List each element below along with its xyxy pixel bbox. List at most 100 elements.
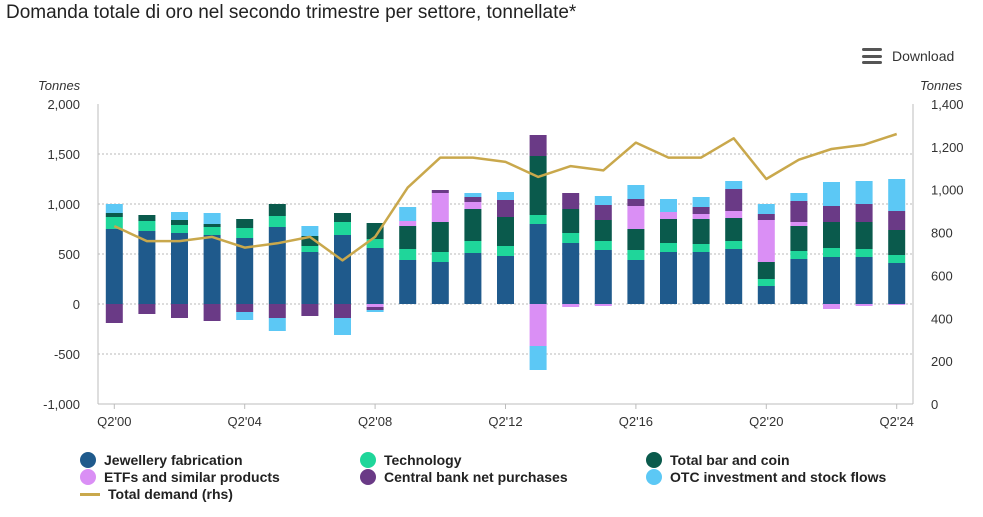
legend-label: Total bar and coin (670, 452, 790, 468)
bar-jewellery-fabrication (171, 233, 188, 304)
bar-etfs-and-similar-products (823, 304, 840, 309)
bar-central-bank-net-purchases (757, 214, 775, 220)
bar-total-bar-and-coin (334, 213, 351, 222)
legend-total-demand[interactable]: Total demand (rhs) (80, 486, 233, 502)
right-tick-label: 200 (931, 354, 953, 369)
bar-otc-investment-and-stock-flows (203, 213, 221, 224)
legend-swatch (646, 469, 662, 485)
bar-etfs-and-similar-products (366, 304, 384, 307)
x-tick-label: Q2'08 (358, 414, 392, 429)
legend-swatch (646, 452, 662, 468)
bar-total-bar-and-coin (301, 236, 319, 246)
bar-total-bar-and-coin (399, 226, 417, 249)
bar-total-bar-and-coin (757, 262, 775, 279)
bar-otc-investment-and-stock-flows (497, 192, 514, 200)
legend-label: Central bank net purchases (384, 469, 568, 485)
legend-swatch (360, 452, 376, 468)
bar-total-bar-and-coin (594, 220, 612, 241)
bar-etfs-and-similar-products (529, 304, 547, 346)
bar-total-bar-and-coin (660, 219, 677, 243)
bar-etfs-and-similar-products (594, 304, 612, 306)
bar-technology (627, 250, 645, 260)
total-demand-line (113, 132, 898, 262)
bar-total-bar-and-coin (171, 220, 188, 225)
right-tick-label: 400 (931, 311, 953, 326)
bar-central-bank-net-purchases (692, 207, 710, 214)
bar-jewellery-fabrication (790, 259, 808, 304)
bar-total-bar-and-coin (855, 222, 873, 249)
bar-central-bank-net-purchases (203, 304, 221, 321)
bar-total-bar-and-coin (888, 230, 906, 255)
bar-technology (497, 246, 514, 256)
left-tick-label: 0 (73, 297, 80, 312)
bar-etfs-and-similar-products (431, 193, 449, 222)
chart-area: 2,000 1,500 1,000 500 0 -500 -1,000 Tonnes 1,400… (38, 78, 964, 429)
x-tick-label: Q2'16 (619, 414, 653, 429)
bar-otc-investment-and-stock-flows (790, 193, 808, 201)
bar-etfs-and-similar-products (464, 202, 482, 209)
bar-central-bank-net-purchases (268, 304, 286, 318)
bar-technology (171, 225, 188, 233)
legend-central-bank[interactable]: Central bank net purchases (360, 469, 568, 485)
right-tick-label: 1,000 (931, 183, 964, 198)
x-tick-label: Q2'00 (97, 414, 131, 429)
bar-total-bar-and-coin (236, 219, 254, 228)
bar-central-bank-net-purchases (790, 201, 808, 222)
bar-technology (725, 241, 743, 249)
legend-etfs[interactable]: ETFs and similar products (80, 469, 280, 485)
bar-technology (431, 252, 449, 262)
download-button[interactable]: Download (862, 46, 954, 66)
legend-bar-coin[interactable]: Total bar and coin (646, 452, 790, 468)
bar-otc-investment-and-stock-flows (855, 181, 873, 204)
bar-otc-investment-and-stock-flows (301, 226, 319, 236)
bar-otc-investment-and-stock-flows (660, 199, 677, 212)
legend-label: Total demand (rhs) (108, 486, 233, 502)
left-tick-label: -500 (54, 347, 80, 362)
legend-label: OTC investment and stock flows (670, 469, 887, 485)
legend-otc[interactable]: OTC investment and stock flows (646, 469, 886, 485)
bar-central-bank-net-purchases (334, 304, 351, 318)
bar-total-bar-and-coin (692, 219, 710, 244)
menu-icon (862, 48, 882, 64)
bar-jewellery-fabrication (692, 252, 710, 304)
bar-total-bar-and-coin (790, 226, 808, 251)
x-tick-label: Q2'04 (228, 414, 262, 429)
bar-otc-investment-and-stock-flows (594, 196, 612, 205)
bar-total-bar-and-coin (268, 204, 286, 216)
bar-jewellery-fabrication (497, 256, 514, 304)
bars (105, 135, 906, 370)
bar-technology (105, 217, 123, 229)
legend-technology[interactable]: Technology (360, 452, 462, 468)
bar-total-bar-and-coin (497, 217, 514, 246)
x-tick-label: Q2'20 (749, 414, 783, 429)
bar-jewellery-fabrication (105, 229, 123, 304)
bar-central-bank-net-purchases (171, 304, 188, 318)
bar-central-bank-net-purchases (888, 211, 906, 230)
bar-otc-investment-and-stock-flows (757, 204, 775, 214)
bar-technology (692, 244, 710, 252)
left-tick-label: 2,000 (47, 97, 80, 112)
bar-total-bar-and-coin (823, 222, 840, 248)
legend-label: ETFs and similar products (104, 469, 280, 485)
bar-technology (790, 251, 808, 259)
bar-central-bank-net-purchases (627, 199, 645, 206)
right-tick-label: 0 (931, 397, 938, 412)
bar-jewellery-fabrication (562, 243, 580, 304)
legend-jewellery[interactable]: Jewellery fabrication (80, 452, 243, 468)
bar-technology (334, 222, 351, 235)
bar-etfs-and-similar-products (627, 206, 645, 229)
bar-jewellery-fabrication (399, 260, 417, 304)
bar-otc-investment-and-stock-flows (399, 207, 417, 221)
bar-central-bank-net-purchases (301, 304, 319, 316)
bar-central-bank-net-purchases (431, 190, 449, 193)
bar-otc-investment-and-stock-flows (236, 312, 254, 320)
bar-otc-investment-and-stock-flows (692, 197, 710, 207)
legend-swatch (80, 492, 100, 496)
total-demand-line-group (113, 132, 898, 262)
bar-total-bar-and-coin (105, 213, 123, 217)
bar-total-bar-and-coin (725, 218, 743, 241)
bar-jewellery-fabrication (888, 263, 906, 304)
bar-jewellery-fabrication (529, 224, 547, 304)
bar-central-bank-net-purchases (562, 193, 580, 209)
bar-jewellery-fabrication (203, 235, 221, 304)
